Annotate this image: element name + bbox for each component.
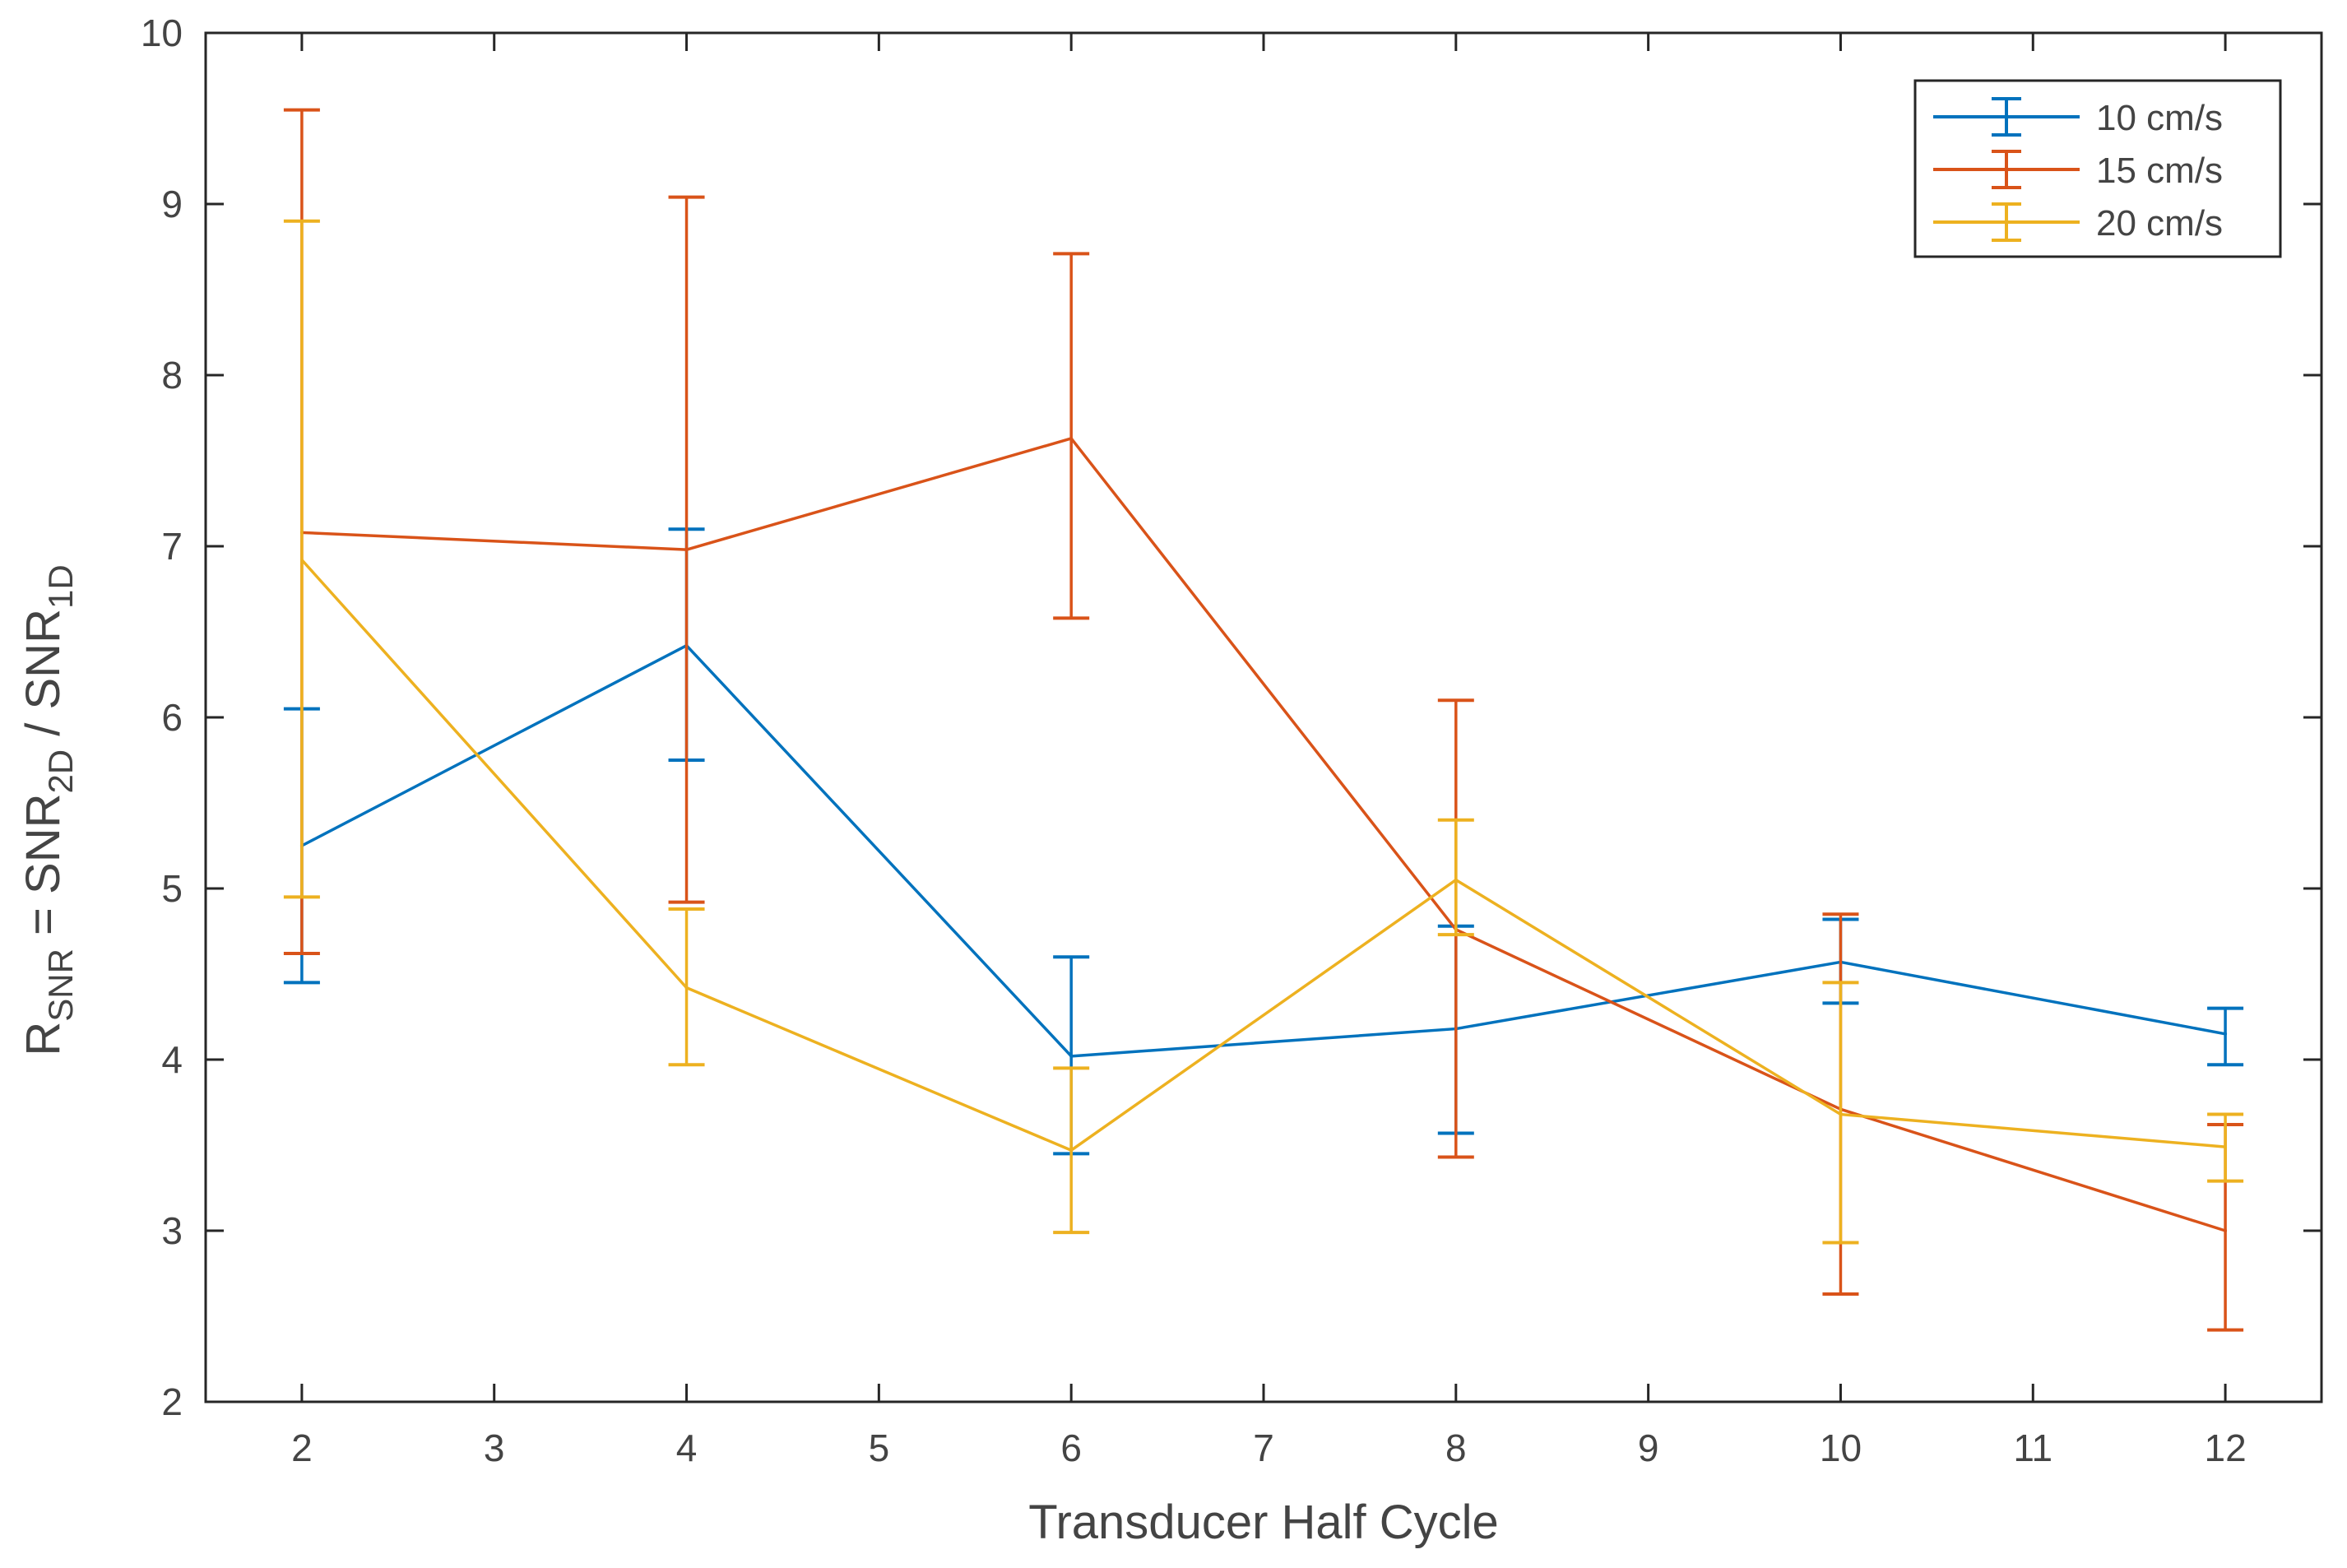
x-tick-label: 7 <box>1253 1427 1274 1469</box>
y-tick-label: 3 <box>161 1209 183 1252</box>
legend: 10 cm/s 15 cm/s 20 cm/s <box>1913 79 2282 258</box>
data-point <box>1454 878 1458 882</box>
y-tick-label: 9 <box>161 183 183 225</box>
data-point <box>1069 1054 1074 1058</box>
data-point <box>299 558 304 562</box>
y-tick-label: 6 <box>161 696 183 739</box>
y-tick-label: 2 <box>161 1380 183 1423</box>
data-point <box>1839 1112 1843 1116</box>
x-tick-label: 10 <box>1820 1427 1862 1469</box>
y-label-sub-1d: 1D <box>41 564 80 609</box>
series-line <box>301 643 2226 1058</box>
legend-item: 10 cm/s <box>1933 97 2223 138</box>
y-tick-label: 10 <box>141 12 183 54</box>
data-point <box>2224 1032 2228 1036</box>
x-axis-label: Transducer Half Cycle <box>1028 1496 1499 1549</box>
plot-area-frame <box>204 31 2323 1403</box>
axis-tick-labels: 2 3 4 5 6 7 8 9 10 11 12 2 3 4 5 6 7 8 9 10 <box>141 12 2247 1469</box>
data-point <box>1069 436 1074 440</box>
data-series <box>283 108 2244 1332</box>
x-tick-label: 6 <box>1060 1427 1082 1469</box>
x-tick-label: 3 <box>484 1427 505 1469</box>
y-label-r: R <box>16 1022 70 1056</box>
x-tick-label: 11 <box>2013 1427 2052 1469</box>
x-tick-label: 8 <box>1445 1427 1467 1469</box>
data-point <box>684 986 689 990</box>
x-tick-label: 2 <box>291 1427 313 1469</box>
y-label-slash-snr: / SNR <box>16 609 70 749</box>
data-point <box>1069 1148 1074 1153</box>
x-tick-label: 9 <box>1638 1427 1659 1469</box>
y-tick-label: 8 <box>161 354 183 397</box>
x-tick-label: 5 <box>869 1427 890 1469</box>
axis-ticks <box>206 31 2321 1403</box>
legend-item: 15 cm/s <box>1933 150 2223 191</box>
y-tick-label: 7 <box>161 525 183 568</box>
data-point <box>2224 1229 2228 1232</box>
y-label-sub-snr: SNR <box>41 949 80 1022</box>
y-label-sub-2d: 2D <box>41 749 80 794</box>
series-line <box>301 437 2226 1232</box>
legend-item: 20 cm/s <box>1933 202 2223 244</box>
y-tick-label: 5 <box>161 867 183 910</box>
legend-label: 10 cm/s <box>2096 98 2223 138</box>
y-axis-label: RSNR = SNR2D / SNR1D <box>16 564 80 1055</box>
x-tick-label: 4 <box>676 1427 698 1469</box>
x-tick-label: 12 <box>2205 1427 2247 1469</box>
series-20-cm-s <box>283 219 2244 1245</box>
data-point <box>684 548 689 552</box>
y-label-eq-snr: = SNR <box>16 794 70 949</box>
legend-label: 15 cm/s <box>2096 151 2223 191</box>
series-line <box>300 559 2226 1152</box>
data-point <box>2224 1145 2228 1149</box>
y-tick-label: 4 <box>161 1038 183 1081</box>
legend-label: 20 cm/s <box>2096 203 2223 244</box>
